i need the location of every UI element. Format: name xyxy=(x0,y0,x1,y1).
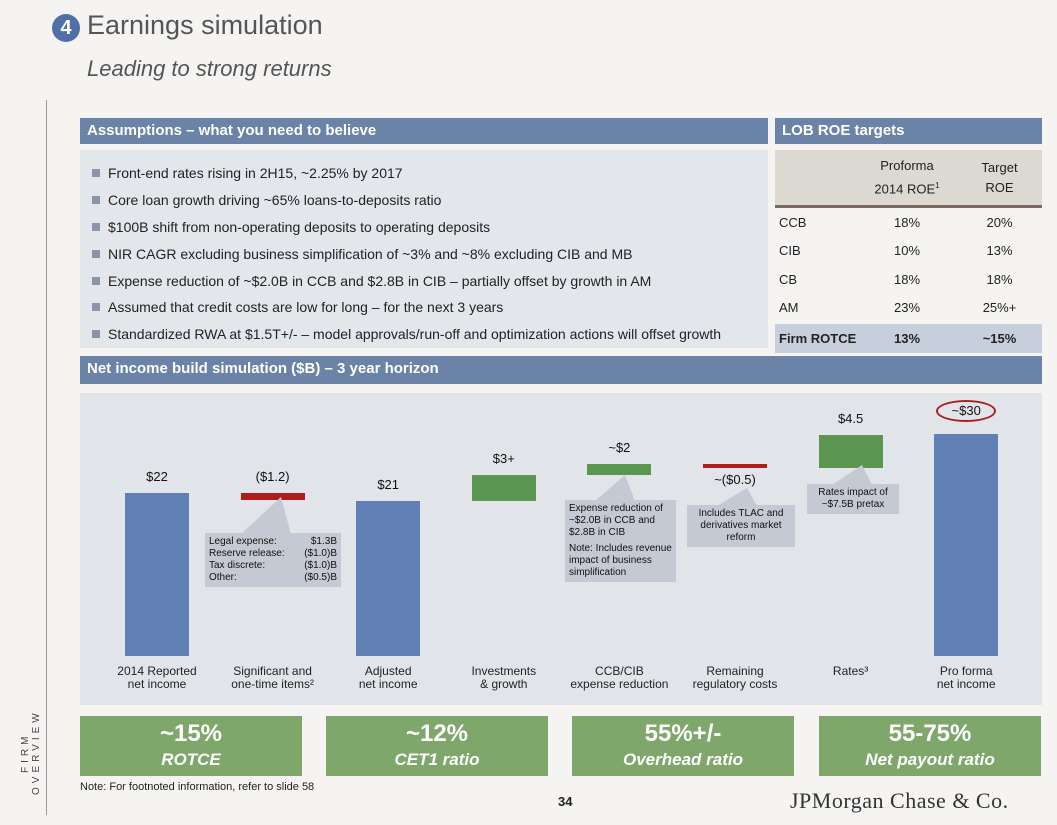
list-item: $100B shift from non-operating deposits … xyxy=(92,214,768,241)
lob-roe-table: Proforma 2014 ROE1 Target ROE CCB 18% 20% CI… xyxy=(775,150,1042,353)
bullet-icon xyxy=(92,276,100,285)
callout-pointer xyxy=(832,465,872,485)
bullet-icon xyxy=(92,222,100,231)
assumptions-header: Assumptions – what you need to believe xyxy=(80,118,768,144)
list-item: Standardized RWA at $1.5T+/- – model app… xyxy=(92,321,768,348)
bullet-icon xyxy=(92,196,100,205)
data-label: $22 xyxy=(146,469,168,485)
data-label: ($1.2) xyxy=(255,469,290,485)
callout-row: Reserve release: ($1.0)B xyxy=(209,548,337,559)
callout-regulatory: Includes TLAC and derivatives market ref… xyxy=(687,488,795,547)
callout-pointer xyxy=(717,488,757,506)
table-header: Proforma 2014 ROE1 Target ROE xyxy=(775,150,1042,208)
kpi-cet1: ~12% CET1 ratio xyxy=(326,716,548,776)
bar-3 xyxy=(356,500,421,656)
page-subtitle: Leading to strong returns xyxy=(87,56,332,81)
bar-5 xyxy=(587,464,652,476)
data-label: $4.5 xyxy=(837,410,864,426)
callout-row: Legal expense: $1.3B xyxy=(209,536,337,547)
callout-rates: Rates impact of ~$7.5B pretax xyxy=(807,465,899,514)
list-item: NIR CAGR excluding business simplificati… xyxy=(92,240,768,267)
category-label: Rates³ xyxy=(832,664,869,678)
list-item: Front-end rates rising in 2H15, ~2.25% b… xyxy=(92,160,768,187)
table-row: CIB 10% 13% xyxy=(779,243,1013,259)
table-row: CCB 18% 20% xyxy=(779,214,1013,230)
bar-8 xyxy=(934,434,999,656)
kpi-overhead: 55%+/- Overhead ratio xyxy=(572,716,794,776)
list-item: Core loan growth driving ~65% loans-to-d… xyxy=(92,187,768,214)
callout-row: Tax discrete: ($1.0)B xyxy=(209,560,337,571)
bar-6 xyxy=(703,464,767,469)
bullet-icon xyxy=(92,303,100,312)
category-label: 2014 Reported net income xyxy=(117,664,197,691)
data-label: ~$30 xyxy=(936,400,997,422)
callout-pointer xyxy=(595,475,635,501)
page-title: Earnings simulation xyxy=(87,10,323,40)
kpi-rotce: ~15% ROTCE xyxy=(80,716,302,776)
category-label: Remaining regulatory costs xyxy=(692,664,778,691)
callout-row: Other: ($0.5)B xyxy=(209,572,337,583)
category-label: Significant and one-time items² xyxy=(231,664,314,691)
list-item: Assumed that credit costs are low for lo… xyxy=(92,294,768,321)
category-label: Pro forma net income xyxy=(936,664,996,691)
callout-expense: Expense reduction of ~$2.0B in CCB and $… xyxy=(565,475,676,582)
bullet-icon xyxy=(92,249,100,258)
data-label: ~($0.5) xyxy=(714,472,756,488)
callout-one-time-items: Legal expense: $1.3B Reserve release: ($1.0… xyxy=(205,497,341,587)
company-logo: JPMorgan Chase & Co. xyxy=(790,788,1009,813)
category-label: Adjusted net income xyxy=(358,664,418,691)
bar-1 xyxy=(125,493,189,656)
bar-2 xyxy=(240,493,305,501)
callout-pointer xyxy=(241,497,291,534)
chart-header: Net income build simulation ($B) – 3 yea… xyxy=(80,356,1042,384)
data-label: $3+ xyxy=(492,451,515,467)
kpi-payout: 55-75% Net payout ratio xyxy=(819,716,1041,776)
side-divider xyxy=(46,100,47,815)
category-label: CCB/CIB expense reduction xyxy=(570,664,669,691)
bullet-icon xyxy=(92,169,100,178)
footnote: Note: For footnoted information, refer t… xyxy=(80,781,315,793)
table-row: AM 23% 25%+ xyxy=(779,300,1017,316)
category-label: Investments & growth xyxy=(471,664,537,691)
bullet-icon xyxy=(92,330,100,339)
page-number: 34 xyxy=(558,794,573,809)
data-label: ~$2 xyxy=(608,440,631,456)
data-label: $21 xyxy=(377,476,400,492)
assumptions-list: Front-end rates rising in 2H15, ~2.25% b… xyxy=(80,150,768,348)
table-row: CB 18% 18% xyxy=(779,271,1013,287)
section-number-badge: 4 xyxy=(52,14,80,42)
list-item: Expense reduction of ~$2.0B in CCB and $… xyxy=(92,267,768,294)
bar-4 xyxy=(471,475,536,501)
lob-header: LOB ROE targets xyxy=(775,118,1042,144)
bar-7 xyxy=(818,434,883,469)
table-row-firm: Firm ROTCE 13% ~15% xyxy=(775,324,1042,353)
